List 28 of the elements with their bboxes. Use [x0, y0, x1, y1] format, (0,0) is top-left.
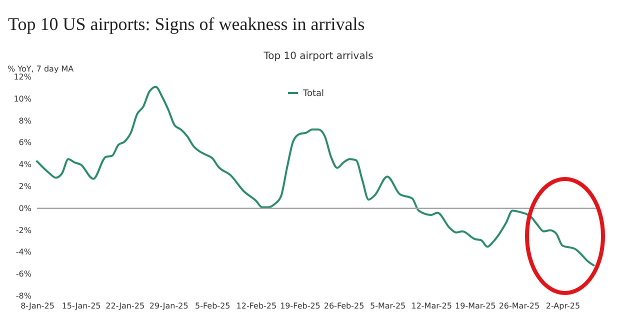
x-tick-label: 22-Jan-25 — [106, 302, 145, 310]
x-tick-label: 5-Feb-25 — [195, 302, 230, 310]
y-axis-title: % YoY, 7 day MA — [8, 64, 74, 74]
y-tick-label: 0% — [18, 204, 32, 213]
x-tick-label: 12-Mar-25 — [411, 302, 452, 310]
x-tick-label: 19-Feb-25 — [280, 302, 320, 310]
y-tick-label: 10% — [14, 94, 32, 104]
y-tick-label: 8% — [18, 116, 32, 126]
y-tick-label: -8% — [16, 292, 32, 300]
y-tick-label: 2% — [18, 182, 32, 191]
x-tick-label: 15-Jan-25 — [62, 302, 101, 310]
x-tick-label: 19-Mar-25 — [455, 302, 496, 310]
x-tick-label: 29-Jan-25 — [149, 302, 188, 310]
x-tick-label: 8-Jan-25 — [20, 302, 54, 310]
x-tick-label: 5-Mar-25 — [370, 302, 406, 310]
x-tick-label: 26-Feb-25 — [324, 302, 364, 310]
y-tick-label: -6% — [16, 270, 32, 279]
y-tick-label: 6% — [18, 138, 32, 148]
x-tick-label: 2-Apr-25 — [546, 302, 580, 310]
y-tick-label: -2% — [16, 226, 32, 235]
chart-subtitle: Top 10 airport arrivals — [262, 51, 374, 62]
y-tick-label: -4% — [16, 248, 32, 257]
x-tick-label: 26-Mar-25 — [498, 302, 540, 310]
legend-label: Total — [302, 89, 324, 99]
x-tick-label: 12-Feb-25 — [236, 302, 277, 310]
chart-title: Top 10 US airports: Signs of weakness in arrivals — [8, 14, 365, 35]
y-tick-label: 4% — [18, 160, 32, 170]
y-tick-label: 12% — [14, 72, 32, 82]
